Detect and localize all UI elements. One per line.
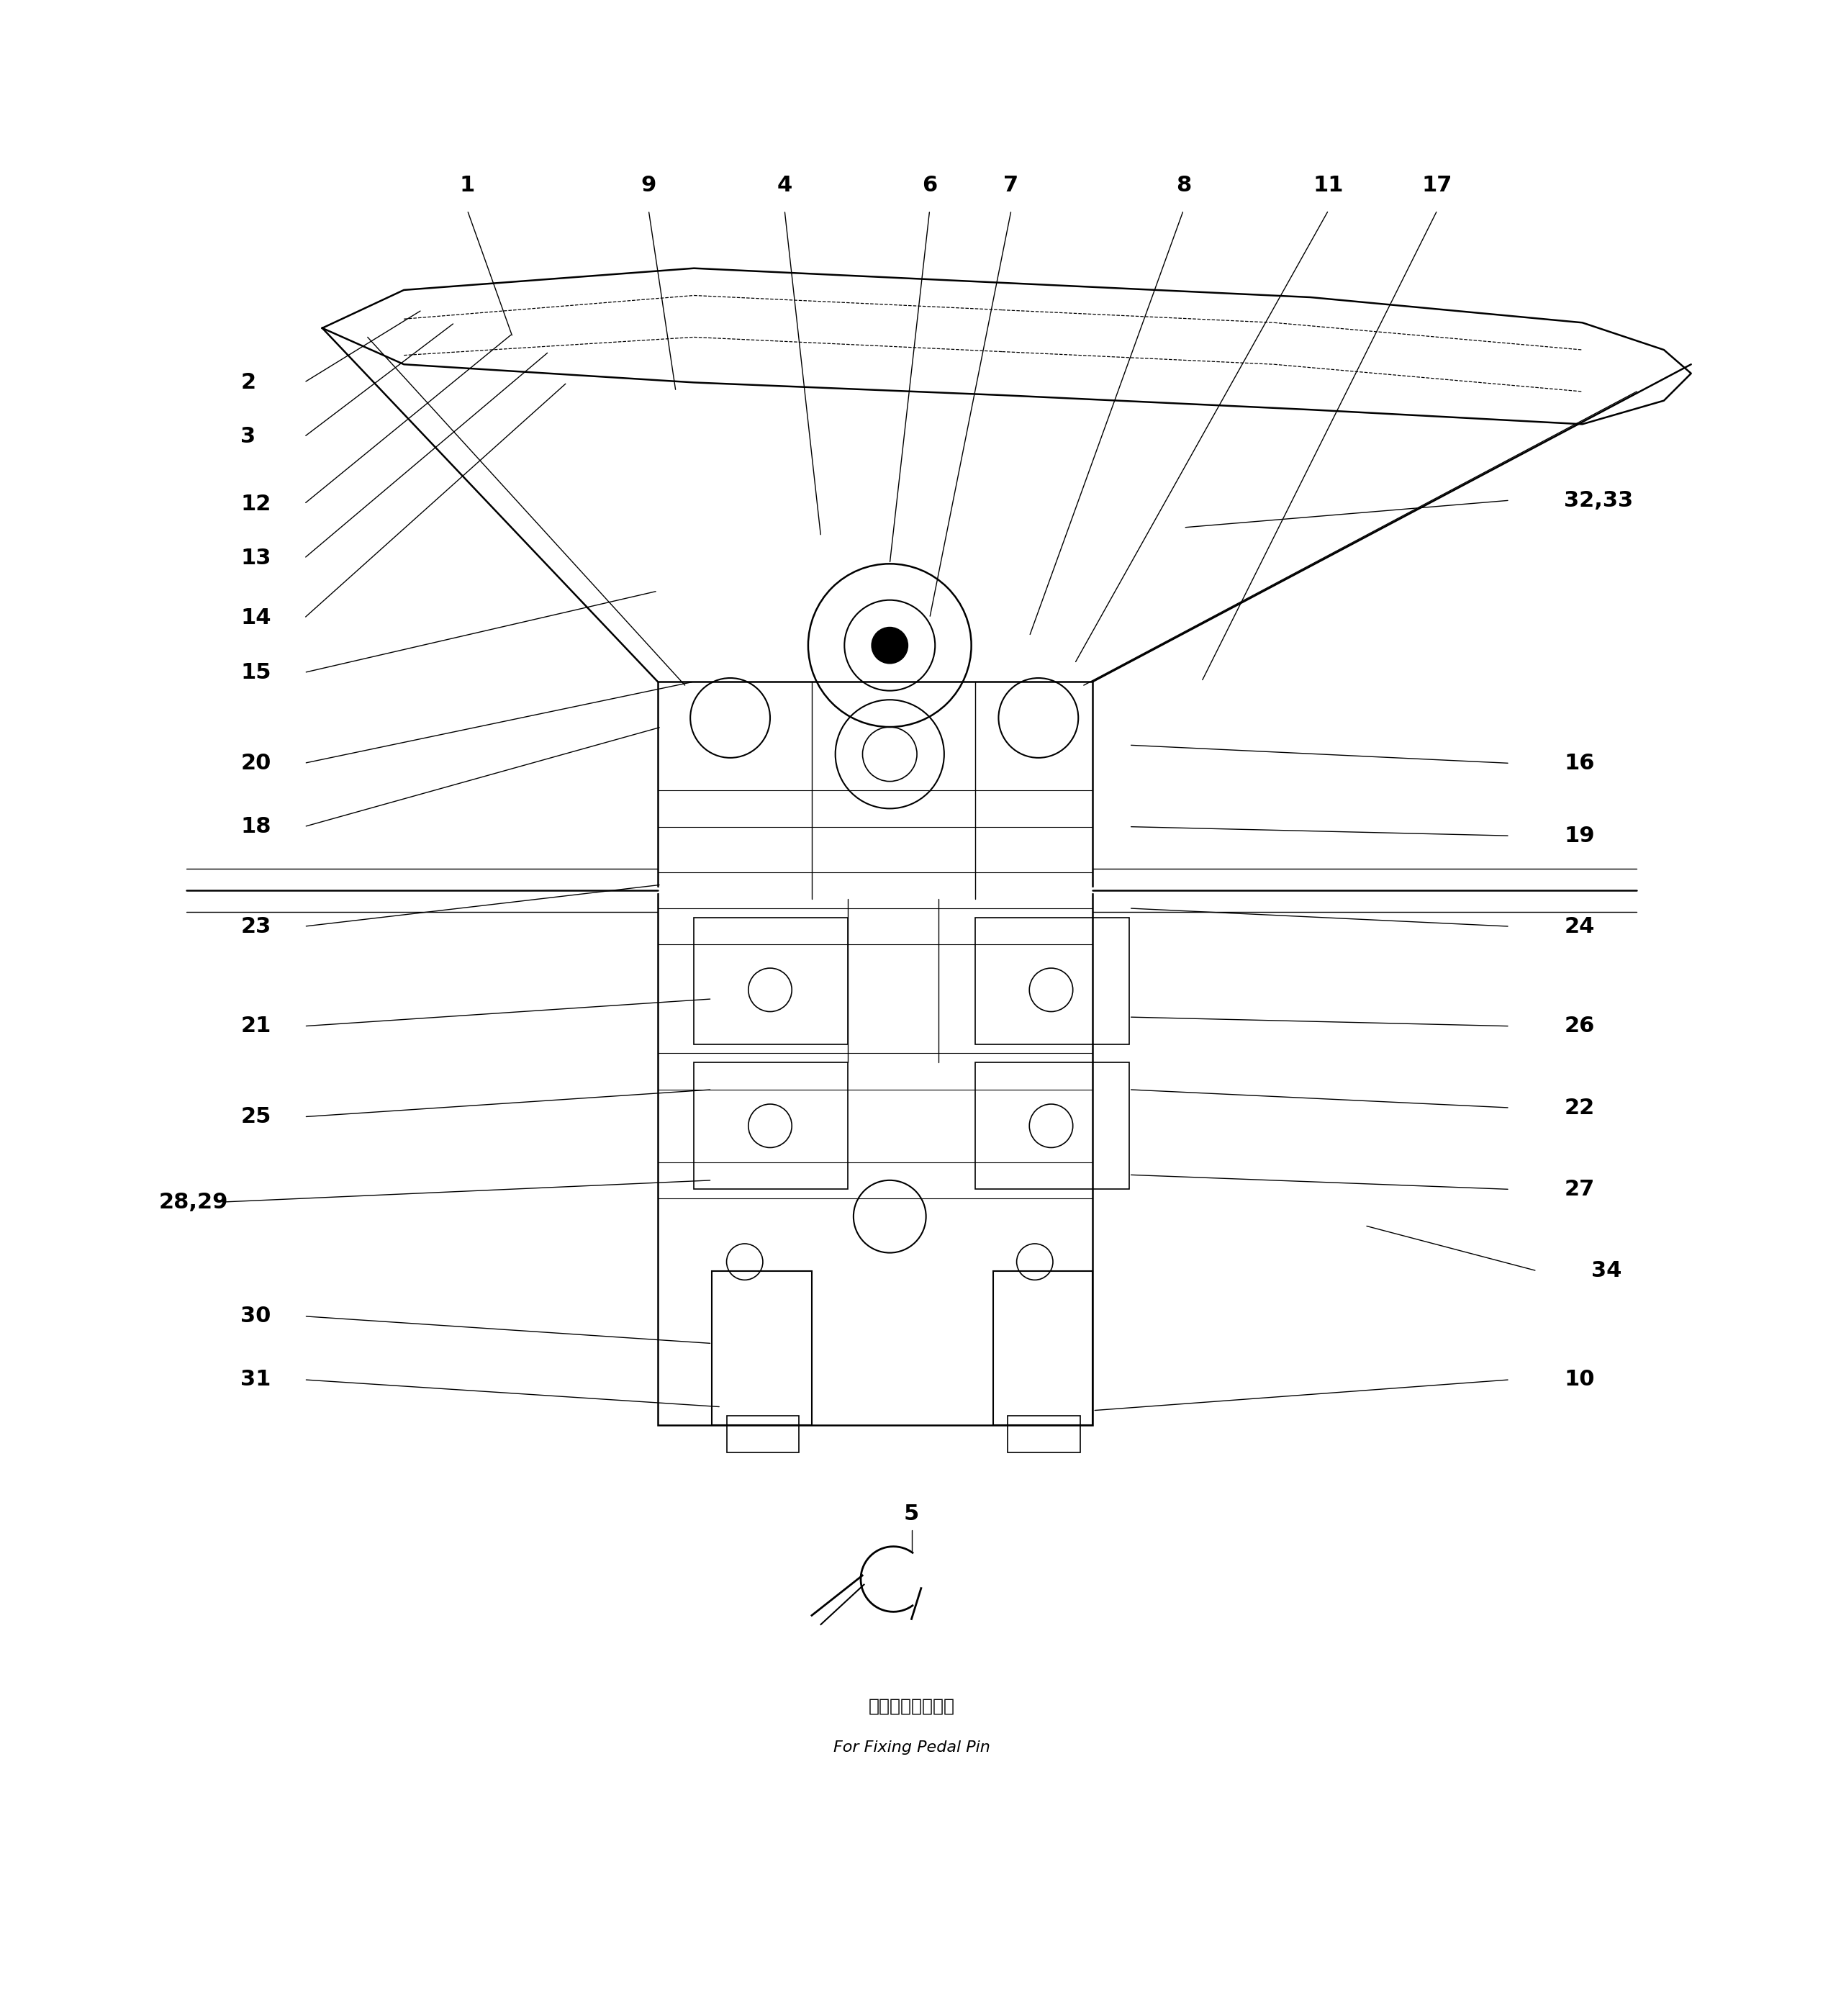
Text: 22: 22 xyxy=(1564,1097,1595,1119)
Text: 11: 11 xyxy=(1313,175,1344,196)
Text: 27: 27 xyxy=(1564,1179,1595,1200)
Text: 18: 18 xyxy=(241,816,272,837)
Text: 24: 24 xyxy=(1564,915,1595,937)
Text: 19: 19 xyxy=(1564,825,1595,847)
Text: 6: 6 xyxy=(922,175,937,196)
Text: 10: 10 xyxy=(1564,1369,1595,1391)
Text: For Fixing Pedal Pin: For Fixing Pedal Pin xyxy=(833,1740,990,1756)
Text: 1: 1 xyxy=(459,175,476,196)
Text: 20: 20 xyxy=(241,752,272,774)
Text: 9: 9 xyxy=(642,175,656,196)
Text: 32,33: 32,33 xyxy=(1564,490,1633,510)
Text: 3: 3 xyxy=(241,427,255,448)
Text: 34: 34 xyxy=(1591,1260,1622,1282)
Text: 4: 4 xyxy=(777,175,793,196)
Text: ペダルピン固定用: ペダルピン固定用 xyxy=(868,1697,955,1716)
Text: 15: 15 xyxy=(241,661,272,683)
Circle shape xyxy=(871,627,908,663)
Text: 7: 7 xyxy=(1004,175,1019,196)
Bar xyxy=(975,917,1128,1044)
Text: 26: 26 xyxy=(1564,1016,1595,1036)
Text: 30: 30 xyxy=(241,1306,272,1327)
Bar xyxy=(695,917,848,1044)
Text: 5: 5 xyxy=(904,1504,919,1524)
Bar xyxy=(975,1062,1128,1189)
Text: 31: 31 xyxy=(241,1369,272,1391)
Text: 28,29: 28,29 xyxy=(159,1191,228,1212)
Text: 2: 2 xyxy=(241,373,255,393)
Bar xyxy=(695,1062,848,1189)
Bar xyxy=(658,681,1092,1425)
Text: 14: 14 xyxy=(241,607,272,629)
Text: 13: 13 xyxy=(241,548,272,569)
Text: 25: 25 xyxy=(241,1107,272,1127)
Text: 17: 17 xyxy=(1422,175,1453,196)
Text: 12: 12 xyxy=(241,494,272,514)
Text: 16: 16 xyxy=(1564,752,1595,774)
Text: 23: 23 xyxy=(241,915,272,937)
Text: 21: 21 xyxy=(241,1016,272,1036)
Bar xyxy=(1008,1415,1079,1452)
Bar xyxy=(727,1415,798,1452)
Polygon shape xyxy=(323,268,1692,423)
Bar xyxy=(994,1270,1092,1425)
Bar xyxy=(713,1270,811,1425)
Text: 8: 8 xyxy=(1176,175,1190,196)
